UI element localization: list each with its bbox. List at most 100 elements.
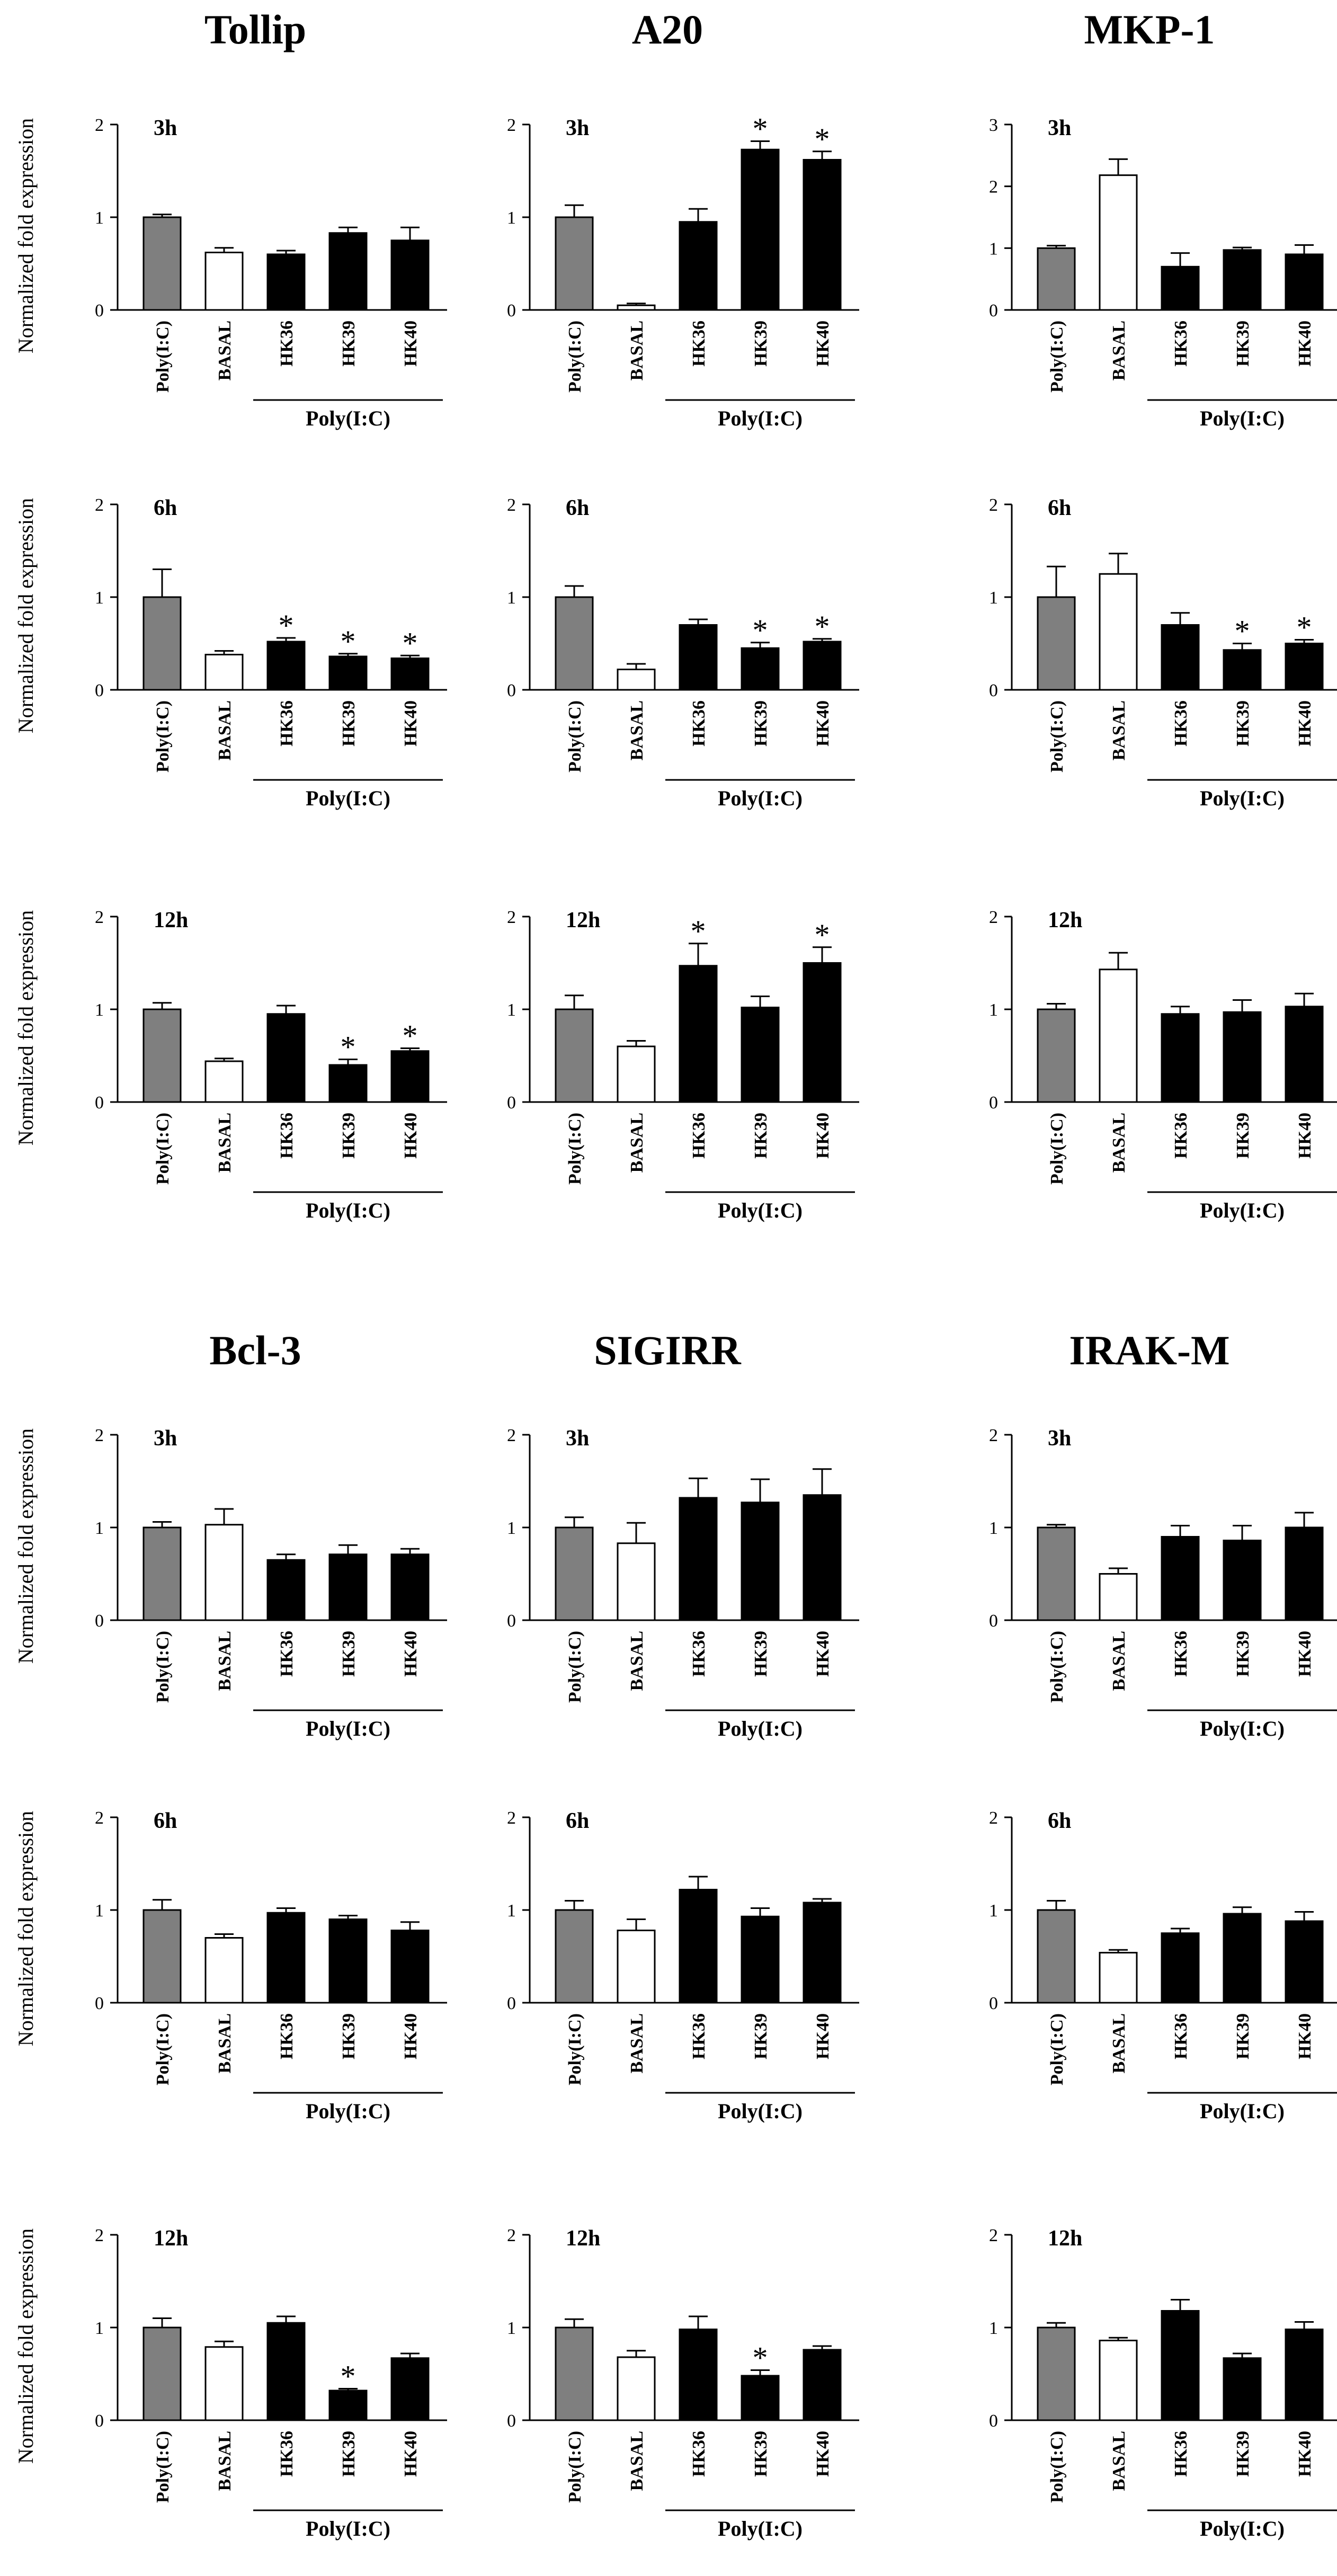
category-label: Poly(I:C)	[1047, 321, 1067, 393]
category-label: HK36	[689, 2431, 709, 2477]
y-tick-label: 0	[989, 1994, 998, 2013]
category-label: Poly(I:C)	[1047, 2431, 1067, 2503]
category-label: Poly(I:C)	[153, 2431, 173, 2503]
y-tick-label: 1	[95, 208, 104, 228]
category-label: HK36	[689, 321, 709, 367]
y-axis-label: Normalized fold expression	[14, 1428, 38, 1664]
time-label: 6h	[1048, 1809, 1071, 1833]
chart-panel: 3h 0 1 2 Poly(I:C) BASAL HK36 * HK39 * HK40 Poly(I:…	[507, 112, 859, 430]
y-tick-label: 2	[95, 116, 104, 135]
bar	[204, 2346, 244, 2421]
bar	[1223, 1540, 1262, 1621]
gene-title: SIGIRR	[594, 1327, 742, 1373]
category-label: HK39	[339, 2013, 359, 2059]
time-label: 12h	[154, 2226, 188, 2251]
bar	[266, 253, 306, 311]
y-tick-label: 2	[989, 1808, 998, 1828]
bar	[1223, 249, 1262, 311]
bar	[1285, 2329, 1324, 2421]
significance-star: *	[691, 914, 706, 948]
category-label: HK40	[401, 2013, 421, 2059]
y-tick-label: 2	[507, 1426, 516, 1445]
group-label: Poly(I:C)	[306, 2517, 390, 2541]
category-label: BASAL	[1109, 1113, 1129, 1172]
chart-panel: 6h 0 1 2 Poly(I:C) BASAL HK36 HK39 HK40 Poly(I:C)	[95, 1808, 447, 2123]
category-label: Poly(I:C)	[565, 2013, 585, 2085]
category-label: HK39	[751, 1113, 771, 1159]
y-tick-label: 0	[95, 1611, 104, 1631]
y-tick-label: 0	[989, 1093, 998, 1113]
bar	[617, 669, 656, 691]
group-label: Poly(I:C)	[1200, 406, 1285, 430]
y-tick-label: 2	[95, 1426, 104, 1445]
bar	[266, 1013, 306, 1103]
y-tick-label: 1	[989, 1000, 998, 1020]
category-label: Poly(I:C)	[153, 700, 173, 772]
group-label: Poly(I:C)	[306, 2099, 390, 2123]
group-label: Poly(I:C)	[306, 1717, 390, 1740]
category-label: HK36	[277, 2013, 297, 2059]
y-tick-label: 1	[989, 239, 998, 259]
bar	[679, 965, 718, 1103]
y-tick-label: 1	[95, 1901, 104, 1921]
category-label: HK40	[813, 2013, 833, 2059]
y-tick-label: 0	[507, 681, 516, 700]
time-label: 6h	[1048, 496, 1071, 520]
bar	[617, 2356, 656, 2421]
group-label: Poly(I:C)	[718, 2517, 803, 2541]
y-axis-label: Normalized fold expression	[14, 498, 38, 733]
y-tick-label: 2	[989, 908, 998, 927]
category-label: HK36	[689, 1631, 709, 1677]
y-tick-label: 0	[95, 681, 104, 700]
category-label: BASAL	[1109, 2013, 1129, 2073]
category-label: HK39	[751, 1631, 771, 1677]
group-label: Poly(I:C)	[1200, 786, 1285, 810]
category-label: BASAL	[1109, 700, 1129, 760]
category-label: Poly(I:C)	[1047, 1631, 1067, 1703]
chart-panel: 3h 0 1 2 Poly(I:C) BASAL HK36 HK39 HK40 Poly(I:C)	[507, 1426, 859, 1740]
y-tick-label: 0	[507, 1994, 516, 2013]
category-label: HK39	[1233, 2431, 1253, 2477]
y-tick-label: 2	[507, 2226, 516, 2245]
category-label: Poly(I:C)	[153, 1113, 173, 1185]
category-label: HK40	[813, 321, 833, 367]
time-label: 6h	[154, 496, 177, 520]
bar	[617, 1930, 656, 2004]
bar	[1161, 624, 1200, 691]
bar	[679, 2329, 718, 2421]
y-tick-label: 1	[507, 588, 516, 608]
significance-star: *	[753, 2341, 768, 2375]
group-label: Poly(I:C)	[1200, 1717, 1285, 1740]
chart-panel: 3h 0 1 2 Poly(I:C) BASAL HK36 HK39 HK40 Poly(I:C)	[989, 1426, 1337, 1740]
category-label: Poly(I:C)	[565, 1113, 585, 1185]
y-tick-label: 1	[95, 1000, 104, 1020]
category-label: HK36	[277, 1631, 297, 1677]
time-label: 12h	[566, 2226, 600, 2251]
group-label: Poly(I:C)	[718, 1198, 803, 1222]
y-tick-label: 0	[989, 301, 998, 321]
category-label: BASAL	[627, 1631, 647, 1691]
category-label: HK36	[277, 700, 297, 747]
time-label: 12h	[154, 908, 188, 932]
gene-title: Tollip	[204, 6, 306, 52]
bar	[1161, 265, 1200, 311]
bar	[803, 2349, 842, 2421]
chart-panel: 6h 0 1 2 Poly(I:C) BASAL HK36 * HK39 * HK40 Poly(I:…	[507, 495, 859, 810]
category-label: HK39	[751, 2431, 771, 2477]
bar	[142, 596, 182, 691]
y-tick-label: 0	[95, 1093, 104, 1113]
group-label: Poly(I:C)	[1200, 2517, 1285, 2541]
category-label: HK39	[339, 321, 359, 367]
category-label: HK39	[1233, 1113, 1253, 1159]
y-tick-label: 1	[989, 2319, 998, 2338]
significance-star: *	[753, 112, 768, 146]
y-tick-label: 1	[507, 208, 516, 228]
bar	[266, 641, 306, 691]
category-label: HK39	[1233, 2013, 1253, 2059]
time-label: 12h	[566, 908, 600, 932]
bar	[555, 216, 594, 311]
bar	[142, 1909, 182, 2004]
category-label: HK39	[751, 700, 771, 747]
y-tick-label: 2	[507, 908, 516, 927]
